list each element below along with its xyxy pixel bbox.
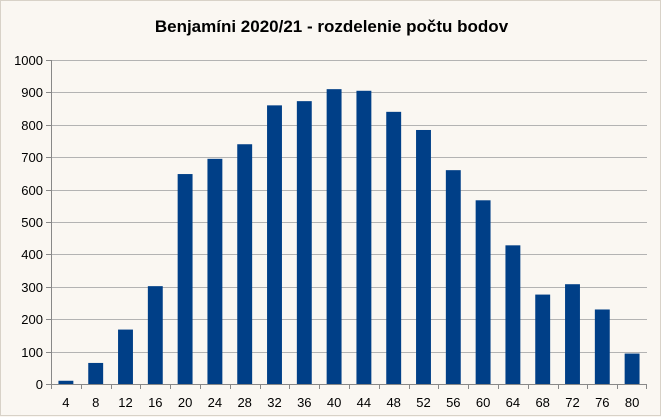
bar-8	[88, 362, 104, 384]
y-tick-label: 300	[21, 280, 43, 295]
bar-20	[177, 174, 193, 384]
bar-64	[505, 245, 521, 384]
x-tick-label: 40	[327, 395, 341, 410]
bar-68	[535, 294, 551, 384]
y-tick-label: 200	[21, 312, 43, 327]
x-tick-label: 44	[357, 395, 371, 410]
x-tick-label: 4	[62, 395, 69, 410]
x-tick-label: 72	[565, 395, 579, 410]
x-tick-label: 32	[267, 395, 281, 410]
bar-76	[594, 309, 610, 384]
x-tick-label: 64	[506, 395, 520, 410]
bar-40	[326, 89, 342, 384]
x-tick-label: 28	[237, 395, 251, 410]
y-tick-label: 1000	[14, 53, 43, 68]
bar-28	[237, 144, 253, 384]
bar-60	[475, 200, 491, 384]
bar-36	[296, 101, 312, 384]
bar-52	[416, 129, 431, 384]
y-tick-label: 600	[21, 183, 43, 198]
bar-56	[445, 170, 461, 384]
y-tick-label: 100	[21, 345, 43, 360]
bar-16	[147, 286, 163, 384]
chart-title: Benjamíni 2020/21 - rozdelenie počtu bod…	[154, 17, 509, 36]
x-tick-label: 36	[297, 395, 311, 410]
x-tick-label: 56	[446, 395, 460, 410]
bar-48	[386, 111, 402, 384]
x-tick-label: 52	[416, 395, 430, 410]
x-tick-label: 80	[625, 395, 639, 410]
bar-80	[624, 353, 640, 384]
y-tick-label: 900	[21, 85, 43, 100]
x-tick-label: 16	[148, 395, 162, 410]
x-tick-label: 24	[208, 395, 222, 410]
y-tick-label: 700	[21, 150, 43, 165]
y-tick-label: 400	[21, 247, 43, 262]
y-tick-label: 500	[21, 215, 43, 230]
y-tick-label: 800	[21, 118, 43, 133]
bar-12	[118, 329, 133, 384]
x-tick-label: 20	[178, 395, 192, 410]
x-tick-label: 60	[476, 395, 490, 410]
x-tick-label: 76	[595, 395, 609, 410]
x-tick-label: 48	[386, 395, 400, 410]
bar-72	[565, 284, 580, 384]
x-tick-label: 8	[92, 395, 99, 410]
y-tick-label: 0	[36, 377, 43, 392]
bar-4	[58, 380, 74, 384]
bar-32	[267, 105, 282, 385]
bar-24	[207, 158, 223, 384]
x-tick-label: 12	[118, 395, 132, 410]
bar-44	[356, 90, 372, 384]
x-tick-label: 68	[535, 395, 549, 410]
